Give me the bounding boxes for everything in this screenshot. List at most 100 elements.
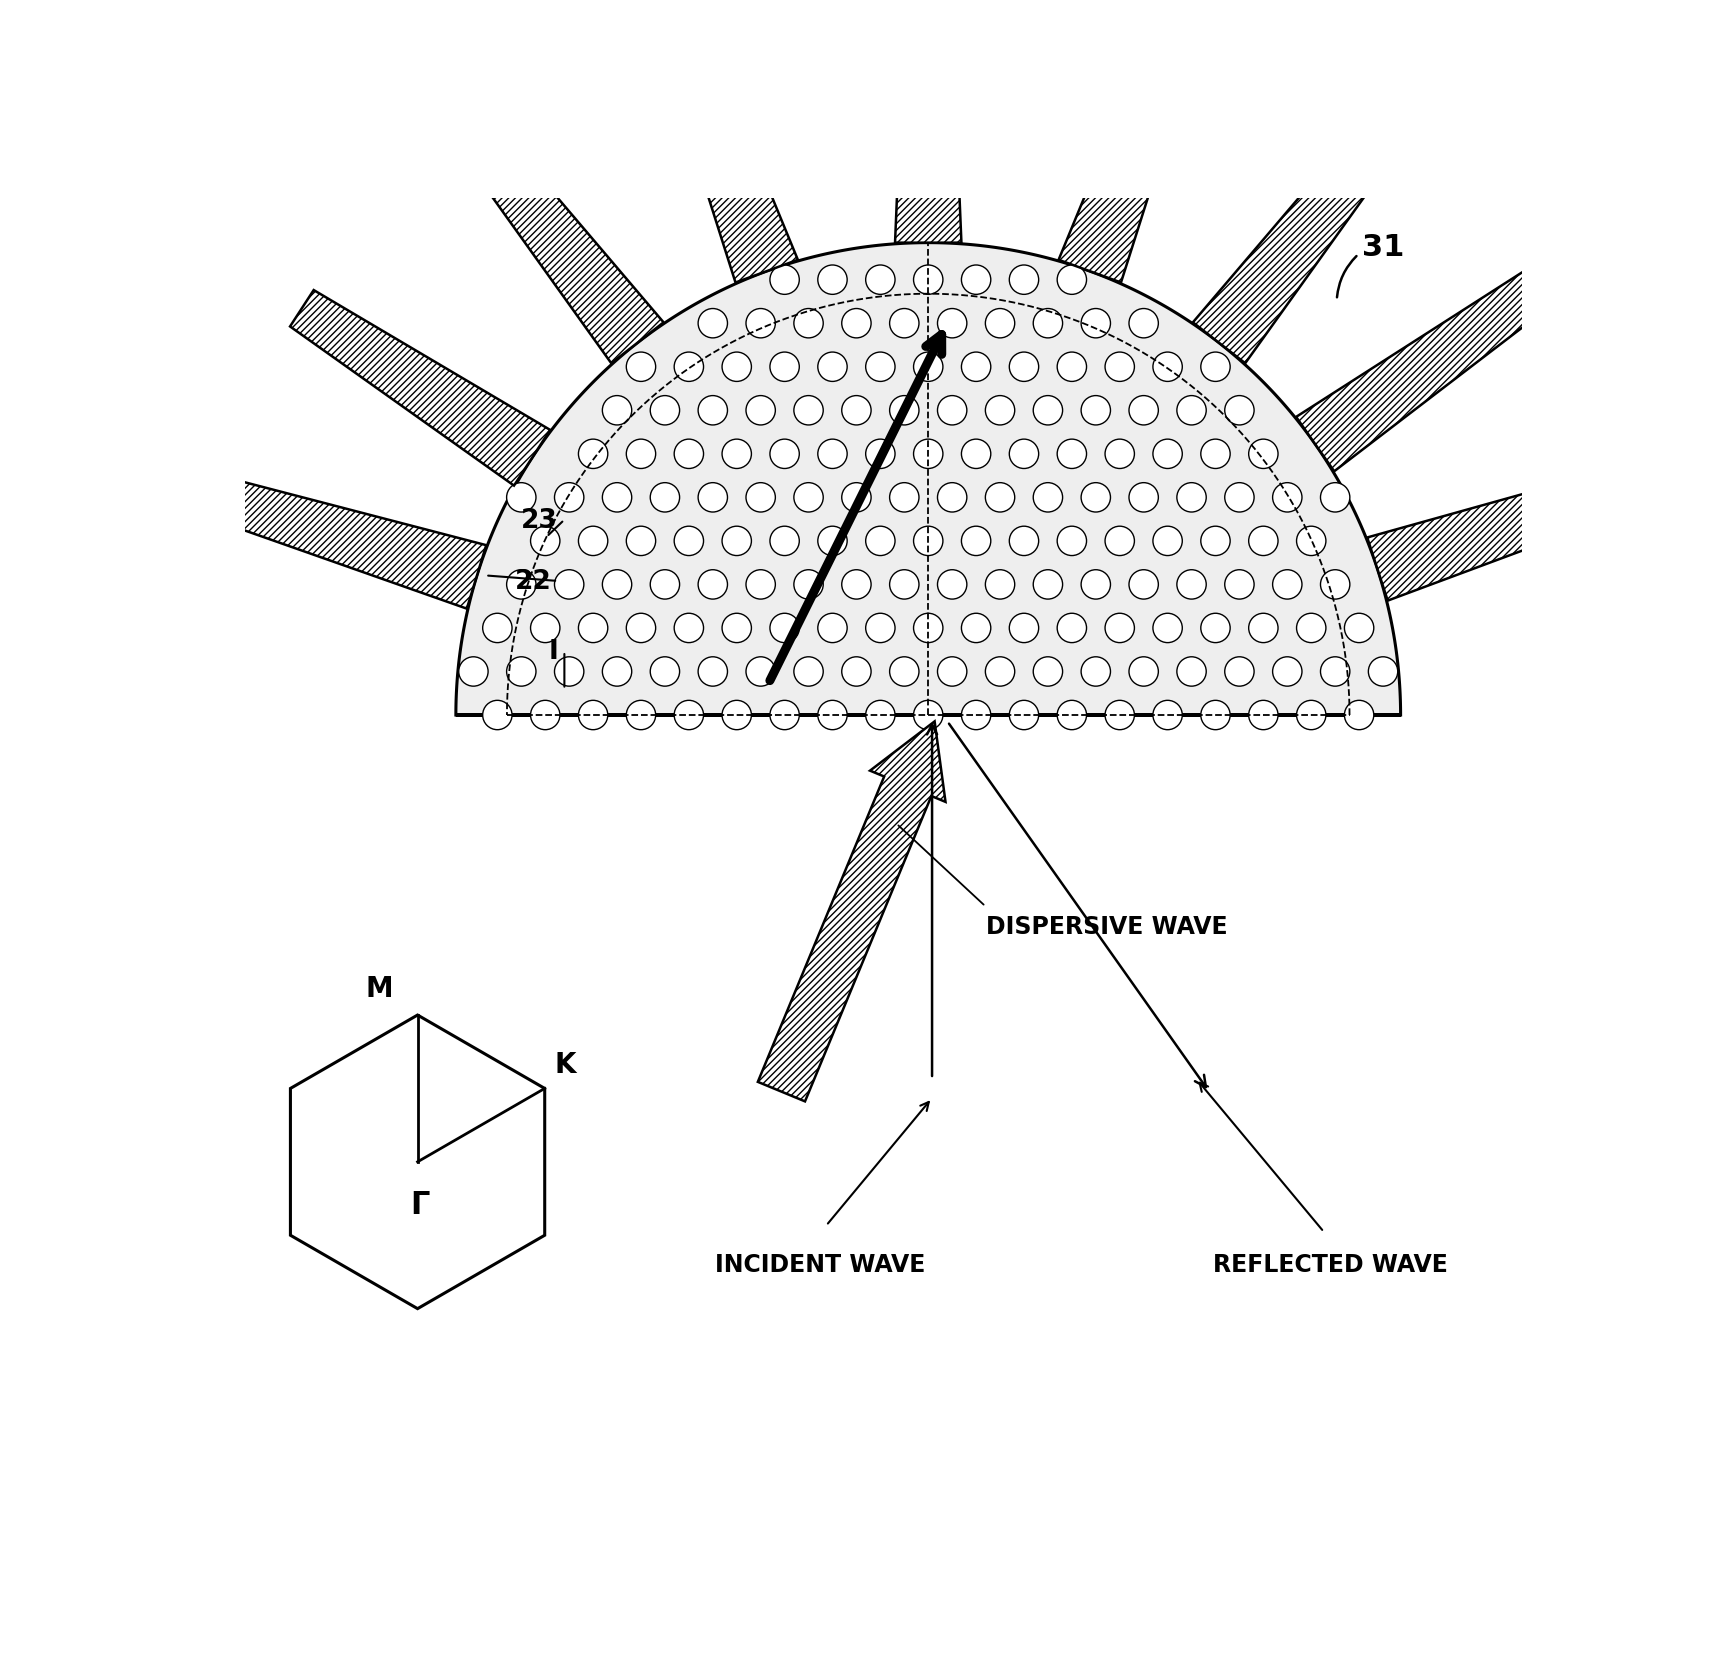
- Circle shape: [746, 570, 775, 600]
- Circle shape: [674, 527, 703, 557]
- Circle shape: [1320, 484, 1349, 512]
- Circle shape: [1080, 310, 1110, 338]
- Circle shape: [1056, 353, 1085, 383]
- Circle shape: [555, 484, 584, 512]
- Circle shape: [770, 265, 799, 295]
- Circle shape: [1129, 396, 1158, 426]
- Polygon shape: [207, 477, 486, 610]
- Circle shape: [793, 310, 824, 338]
- Circle shape: [770, 701, 799, 731]
- Circle shape: [531, 527, 560, 557]
- Circle shape: [986, 570, 1015, 600]
- Circle shape: [1008, 527, 1037, 557]
- Circle shape: [961, 613, 991, 643]
- Polygon shape: [451, 114, 663, 365]
- Circle shape: [793, 484, 824, 512]
- Polygon shape: [758, 722, 944, 1102]
- Circle shape: [913, 353, 942, 383]
- Circle shape: [1008, 439, 1037, 469]
- Circle shape: [770, 439, 799, 469]
- Circle shape: [1104, 439, 1134, 469]
- Circle shape: [674, 613, 703, 643]
- Circle shape: [555, 658, 584, 686]
- Circle shape: [722, 353, 751, 383]
- Circle shape: [1129, 484, 1158, 512]
- Circle shape: [961, 353, 991, 383]
- Circle shape: [1153, 701, 1182, 731]
- Circle shape: [746, 484, 775, 512]
- Circle shape: [722, 701, 751, 731]
- Text: DISPERSIVE WAVE: DISPERSIVE WAVE: [986, 915, 1227, 938]
- Circle shape: [1320, 570, 1349, 600]
- Circle shape: [531, 701, 560, 731]
- Circle shape: [841, 396, 870, 426]
- Circle shape: [1129, 658, 1158, 686]
- Circle shape: [579, 613, 608, 643]
- Circle shape: [817, 701, 846, 731]
- Circle shape: [698, 396, 727, 426]
- Circle shape: [507, 658, 536, 686]
- Circle shape: [1056, 439, 1085, 469]
- Circle shape: [865, 439, 894, 469]
- Circle shape: [841, 484, 870, 512]
- Circle shape: [793, 396, 824, 426]
- Circle shape: [1177, 396, 1206, 426]
- Circle shape: [674, 701, 703, 731]
- Circle shape: [986, 484, 1015, 512]
- Circle shape: [722, 439, 751, 469]
- Circle shape: [482, 701, 512, 731]
- Polygon shape: [1296, 270, 1552, 472]
- Circle shape: [986, 396, 1015, 426]
- Circle shape: [625, 353, 655, 383]
- Circle shape: [579, 439, 608, 469]
- Circle shape: [986, 658, 1015, 686]
- Circle shape: [1272, 570, 1301, 600]
- Circle shape: [1201, 439, 1230, 469]
- Circle shape: [937, 658, 967, 686]
- Text: K: K: [555, 1051, 575, 1079]
- Circle shape: [482, 613, 512, 643]
- Circle shape: [1201, 353, 1230, 383]
- Circle shape: [650, 396, 679, 426]
- Circle shape: [674, 353, 703, 383]
- Circle shape: [1008, 265, 1037, 295]
- Circle shape: [625, 613, 655, 643]
- Circle shape: [1032, 658, 1061, 686]
- Circle shape: [601, 484, 631, 512]
- Circle shape: [625, 701, 655, 731]
- Circle shape: [1320, 658, 1349, 686]
- Text: Γ: Γ: [410, 1190, 429, 1220]
- Circle shape: [1223, 570, 1253, 600]
- Circle shape: [1272, 658, 1301, 686]
- Circle shape: [1272, 484, 1301, 512]
- Circle shape: [1032, 484, 1061, 512]
- Circle shape: [579, 701, 608, 731]
- Circle shape: [865, 265, 894, 295]
- Circle shape: [1247, 701, 1277, 731]
- Circle shape: [1032, 310, 1061, 338]
- Circle shape: [1080, 658, 1110, 686]
- Circle shape: [770, 353, 799, 383]
- Circle shape: [986, 310, 1015, 338]
- Circle shape: [746, 310, 775, 338]
- Circle shape: [722, 527, 751, 557]
- Circle shape: [746, 658, 775, 686]
- Circle shape: [1177, 570, 1206, 600]
- Circle shape: [1247, 527, 1277, 557]
- Circle shape: [865, 353, 894, 383]
- Circle shape: [601, 658, 631, 686]
- Circle shape: [913, 613, 942, 643]
- Circle shape: [1056, 527, 1085, 557]
- Circle shape: [507, 484, 536, 512]
- Circle shape: [1104, 701, 1134, 731]
- Circle shape: [650, 570, 679, 600]
- Circle shape: [793, 658, 824, 686]
- Circle shape: [889, 658, 918, 686]
- Circle shape: [746, 396, 775, 426]
- Polygon shape: [1058, 7, 1203, 283]
- Circle shape: [1129, 310, 1158, 338]
- Circle shape: [1223, 658, 1253, 686]
- Circle shape: [625, 527, 655, 557]
- Polygon shape: [651, 7, 798, 283]
- Circle shape: [913, 527, 942, 557]
